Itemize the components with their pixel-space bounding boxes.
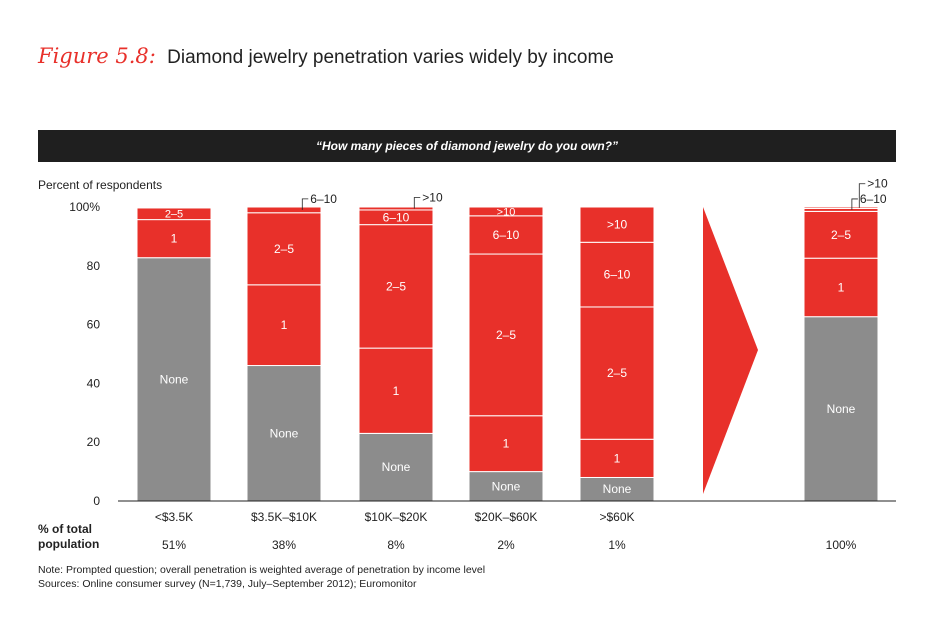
- figure-label: Figure 5.8:: [38, 44, 156, 68]
- y-tick-label: 0: [93, 494, 100, 508]
- segment-label: None: [270, 426, 299, 440]
- y-tick-label: 20: [87, 435, 101, 449]
- bar-segment: [246, 206, 322, 214]
- segment-label: 2–5: [165, 209, 183, 221]
- segment-label: 2–5: [607, 366, 627, 380]
- bar-segment: [136, 206, 212, 209]
- population-row-label: % of total population: [38, 522, 100, 551]
- source-line: Sources: Online consumer survey (N=1,739…: [38, 578, 417, 590]
- segment-label: 6–10: [383, 210, 410, 224]
- segment-label: 6–10: [604, 268, 631, 282]
- figure-title: Figure 5.8: Diamond jewelry penetration …: [38, 44, 614, 69]
- category-label: >$60K: [599, 510, 634, 524]
- segment-label: 2–5: [274, 242, 294, 256]
- population-share: 38%: [272, 538, 296, 552]
- segment-label: 1: [281, 318, 288, 332]
- summary-arrow: [703, 207, 758, 494]
- notes: Note: Prompted question; overall penetra…: [38, 563, 485, 591]
- y-tick-label: 80: [87, 259, 101, 273]
- segment-label: 1: [838, 280, 845, 294]
- bar-segment: [803, 210, 879, 259]
- bar-segment: [803, 206, 879, 209]
- y-axis-label: Percent of respondents: [38, 178, 163, 192]
- bar-segment: [246, 212, 322, 286]
- bar-segment: [246, 284, 322, 367]
- note-line: Note: Prompted question; overall penetra…: [38, 564, 486, 576]
- population-share: 1%: [608, 538, 626, 552]
- category-label: <$3.5K: [155, 510, 193, 524]
- bar-segment: [468, 415, 544, 473]
- bar-segment: [358, 432, 434, 502]
- callout-line: [851, 198, 858, 210]
- bar-segment: [579, 438, 655, 478]
- bar-segment: [358, 224, 434, 349]
- callout-label: 6–10: [860, 192, 887, 206]
- segment-label: >10: [497, 206, 516, 218]
- segment-label: None: [827, 402, 856, 416]
- bar-segment: [468, 206, 544, 217]
- category-label: $10K–$20K: [365, 510, 428, 524]
- segment-label: >10: [607, 218, 628, 232]
- bar-segment: [579, 306, 655, 440]
- segment-label: 2–5: [496, 328, 516, 342]
- population-share: 51%: [162, 538, 186, 552]
- callout-line: [858, 183, 866, 208]
- bar-segment: [246, 365, 322, 502]
- segment-label: None: [603, 482, 632, 496]
- bar-segment: [136, 219, 212, 259]
- y-tick-label: 60: [87, 318, 101, 332]
- population-share: 100%: [826, 538, 857, 552]
- bar-segment: [803, 316, 879, 502]
- segment-label: None: [382, 460, 411, 474]
- category-label: $3.5K–$10K: [251, 510, 317, 524]
- population-share: 2%: [497, 538, 515, 552]
- figure-title-text: Diamond jewelry penetration varies widel…: [167, 47, 614, 68]
- bar-segment: [358, 206, 434, 211]
- callout-label: >10: [422, 190, 443, 204]
- segment-label: 6–10: [493, 228, 520, 242]
- segment-label: 1: [393, 384, 400, 398]
- segment-label: 2–5: [386, 279, 406, 293]
- bar-segment: [136, 257, 212, 502]
- segment-label: 1: [503, 437, 510, 451]
- segment-label: 1: [171, 232, 178, 246]
- bar-segment: [803, 257, 879, 318]
- bar-segment: [579, 241, 655, 308]
- bar-segment: [468, 253, 544, 417]
- question-banner: “How many pieces of diamond jewelry do y…: [38, 130, 896, 162]
- callout-line: [301, 198, 309, 210]
- callout-label: >10: [867, 177, 888, 191]
- callout-label: 6–10: [310, 192, 337, 206]
- segment-label: None: [492, 479, 521, 493]
- y-tick-label: 40: [87, 376, 101, 390]
- category-label: $20K–$60K: [475, 510, 538, 524]
- segment-label: 2–5: [831, 228, 851, 242]
- segment-label: None: [160, 372, 189, 386]
- bar-segment: [358, 347, 434, 434]
- callout-line: [413, 197, 421, 209]
- segment-label: 1: [614, 451, 621, 465]
- bar-segment: [468, 215, 544, 255]
- bar-segment: [579, 206, 655, 243]
- y-tick-label: 100%: [69, 200, 100, 214]
- population-share: 8%: [387, 538, 405, 552]
